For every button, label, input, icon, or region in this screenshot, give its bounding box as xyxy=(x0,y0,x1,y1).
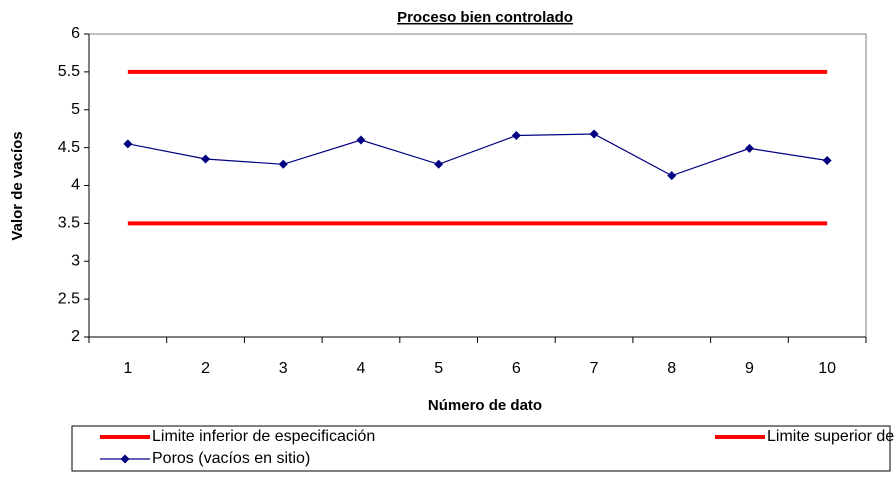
y-tick-label: 4.5 xyxy=(58,139,80,156)
x-tick-label: 3 xyxy=(279,360,288,377)
x-tick-label: 6 xyxy=(512,360,521,377)
data-point xyxy=(589,129,599,139)
legend xyxy=(71,425,891,472)
data-point xyxy=(744,143,754,153)
x-tick-label: 9 xyxy=(745,360,754,377)
data-point xyxy=(356,135,366,145)
y-tick-label: 3.5 xyxy=(58,215,80,232)
x-tick-label: 2 xyxy=(201,360,210,377)
x-tick-label: 8 xyxy=(667,360,676,377)
x-tick-label: 5 xyxy=(434,360,443,377)
data-point xyxy=(201,154,211,164)
x-tick-label: 10 xyxy=(818,360,836,377)
y-tick-label: 4 xyxy=(71,177,80,194)
data-point xyxy=(511,131,521,141)
legend-label: Limite inferior de especificación xyxy=(152,428,375,445)
y-tick-label: 6 xyxy=(71,25,80,42)
series-line xyxy=(127,133,828,177)
data-point xyxy=(278,159,288,169)
data-point xyxy=(822,156,832,166)
x-tick-label: 4 xyxy=(356,360,365,377)
y-tick-label: 5.5 xyxy=(58,63,80,80)
x-axis-label: Número de dato xyxy=(428,397,542,414)
y-tick-label: 5 xyxy=(71,101,80,118)
y-axis-label: Valor de vacíos xyxy=(9,131,26,240)
y-tick-label: 2.5 xyxy=(58,290,80,307)
chart-title: Proceso bien controlado xyxy=(397,9,573,26)
legend-label: Poros (vacíos en sitio) xyxy=(152,450,310,467)
x-tick-label: 1 xyxy=(123,360,132,377)
x-tick-label: 7 xyxy=(590,360,599,377)
plot-area xyxy=(88,33,867,338)
data-point xyxy=(667,171,677,181)
legend-label: Limite superior de especificación xyxy=(767,428,896,445)
y-tick-label: 3 xyxy=(71,252,80,269)
legend-marker xyxy=(120,454,130,464)
y-tick-label: 2 xyxy=(71,328,80,345)
data-point xyxy=(434,159,444,169)
data-point xyxy=(123,139,133,149)
